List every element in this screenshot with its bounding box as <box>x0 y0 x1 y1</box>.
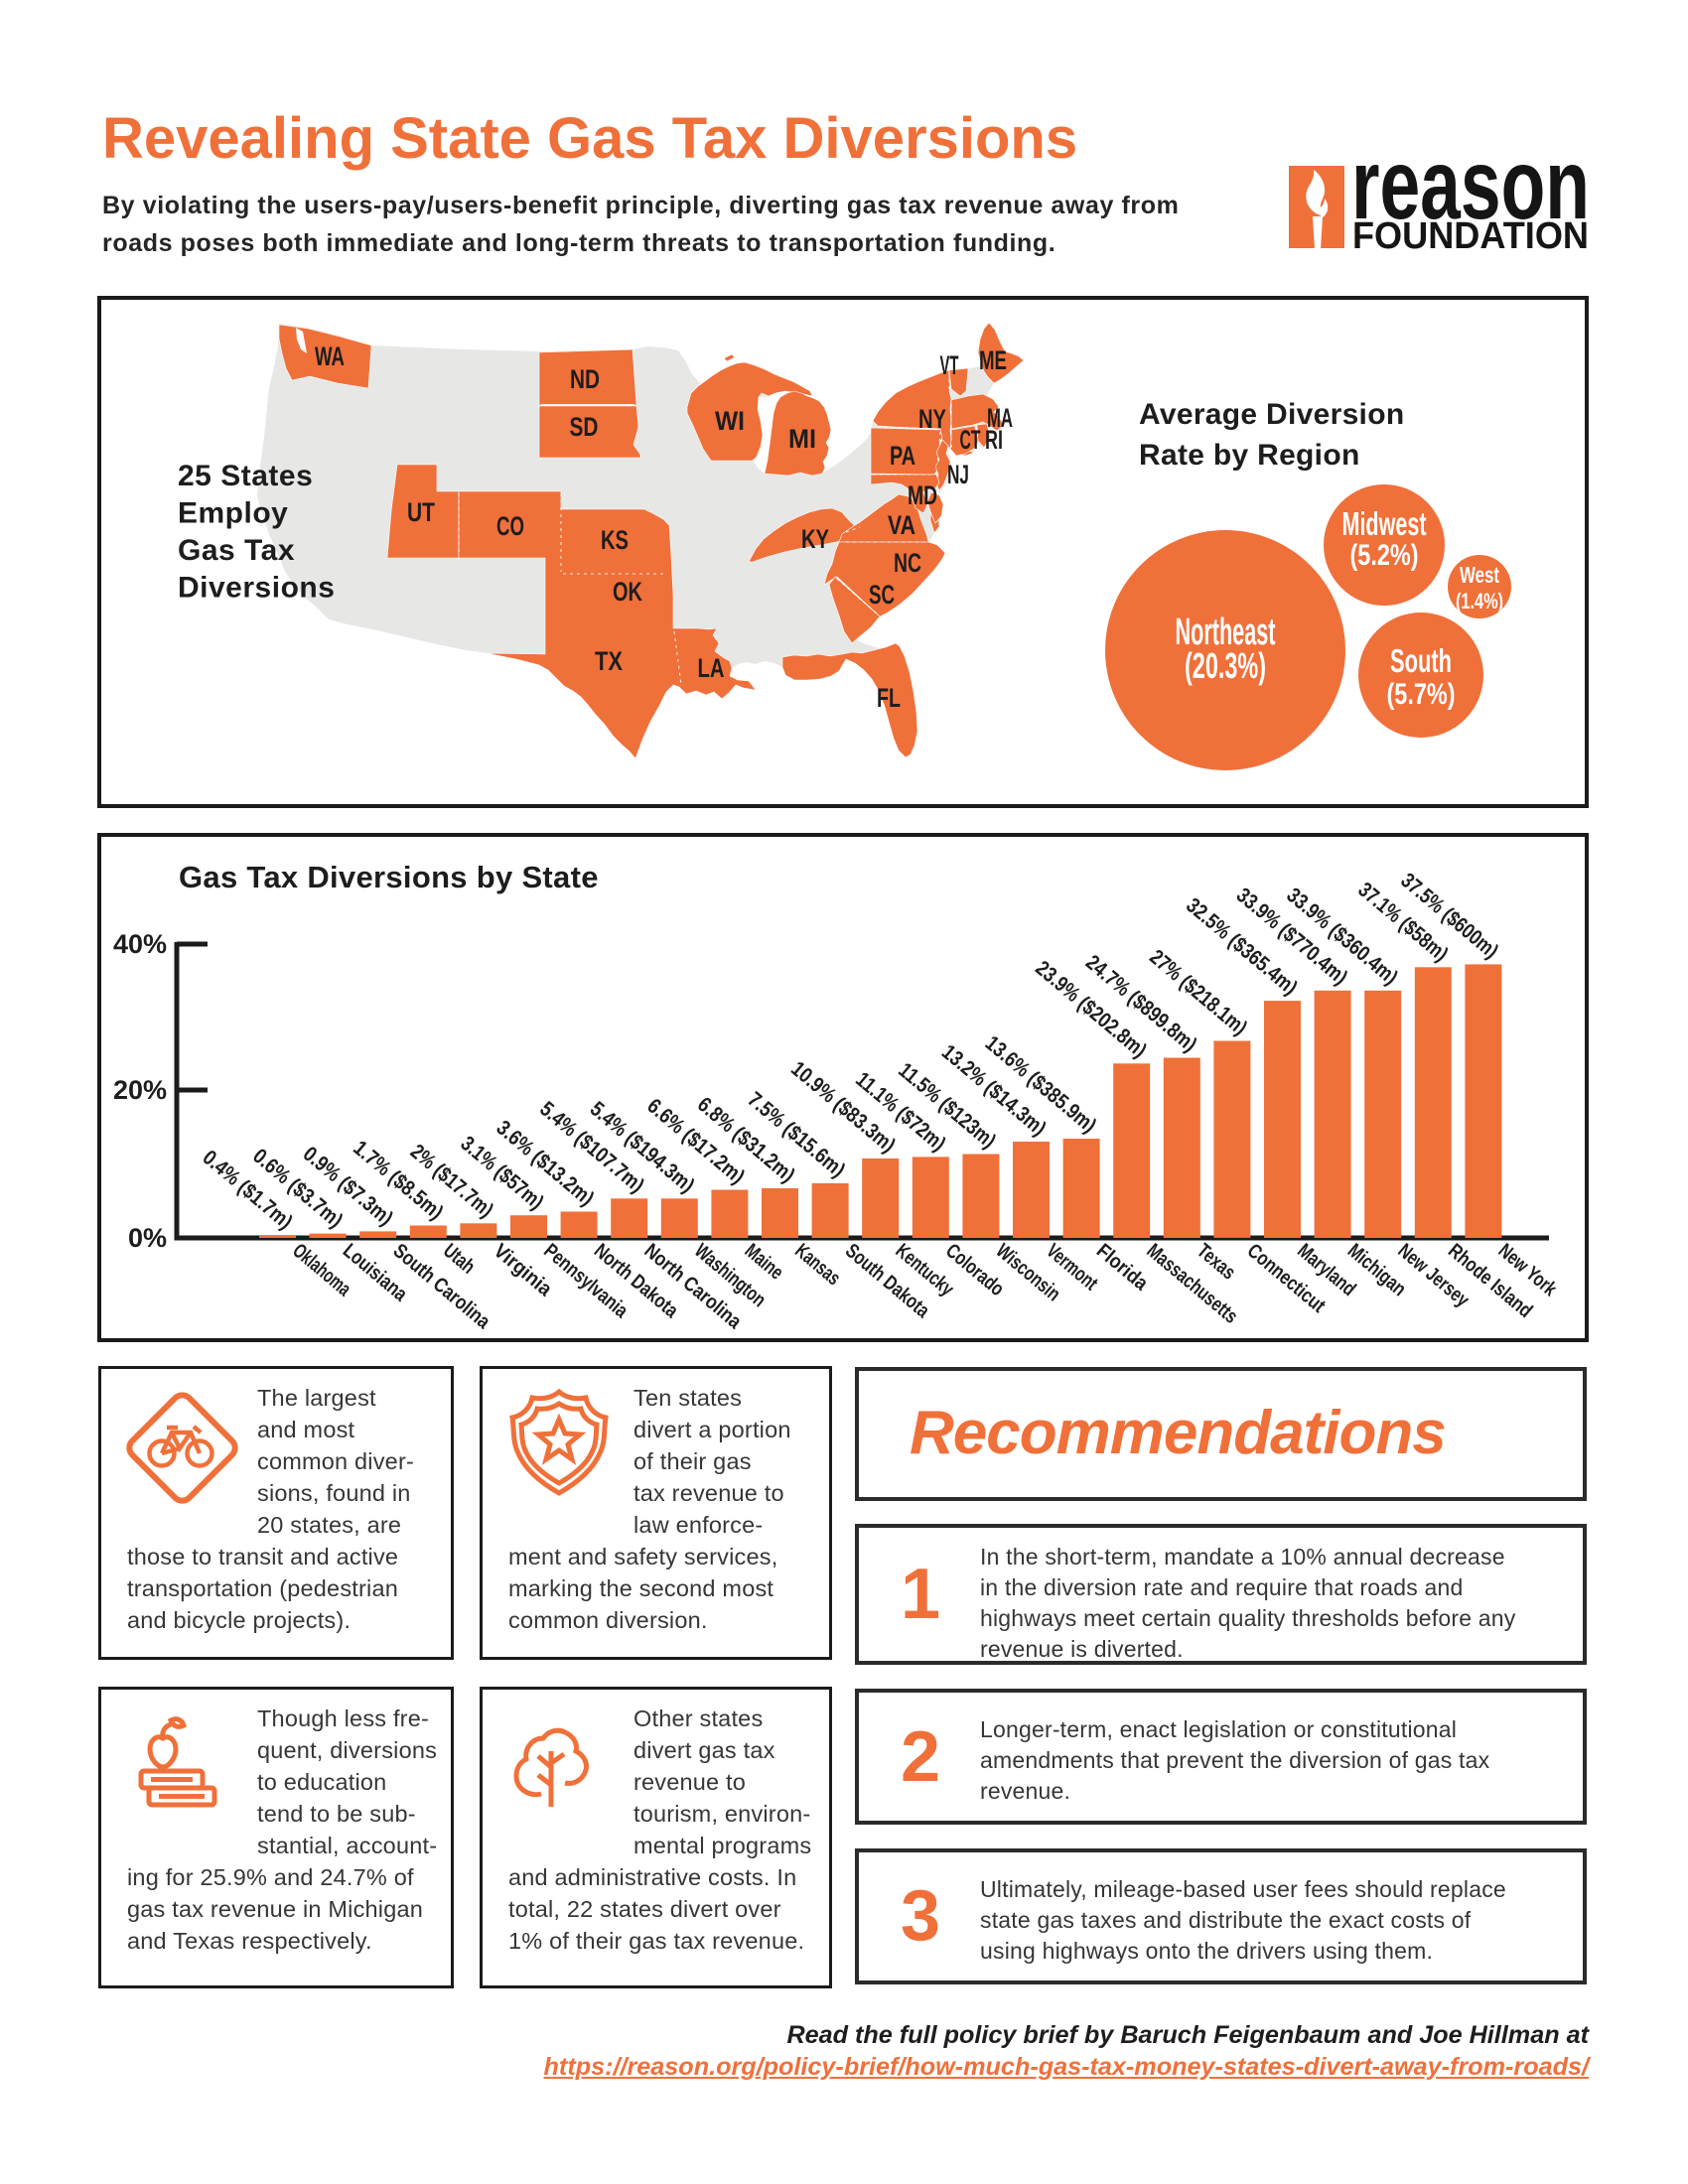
svg-text:Kansas: Kansas <box>790 1239 845 1290</box>
svg-text:OK: OK <box>613 577 642 607</box>
svg-text:25 States: 25 States <box>178 460 313 492</box>
svg-text:Gas Tax Diversions by State: Gas Tax Diversions by State <box>179 860 599 894</box>
svg-text:Florida: Florida <box>1092 1239 1153 1296</box>
svg-text:0%: 0% <box>128 1223 167 1253</box>
svg-text:LA: LA <box>698 653 725 683</box>
svg-text:(20.3%): (20.3%) <box>1185 645 1266 686</box>
svg-text:CT: CT <box>960 425 981 455</box>
svg-text:VA: VA <box>888 510 915 540</box>
svg-text:Utah: Utah <box>439 1239 480 1278</box>
svg-text:CO: CO <box>496 511 524 541</box>
svg-text:Northeast: Northeast <box>1176 612 1276 653</box>
svg-text:UT: UT <box>407 497 435 527</box>
svg-text:(5.2%): (5.2%) <box>1350 539 1419 572</box>
svg-text:20%: 20% <box>113 1075 167 1105</box>
svg-text:Rate by Region: Rate by Region <box>1139 439 1360 472</box>
svg-text:RI: RI <box>985 425 1003 455</box>
svg-text:Gas Tax: Gas Tax <box>178 534 295 567</box>
svg-text:TX: TX <box>595 646 623 676</box>
svg-text:FL: FL <box>877 683 901 713</box>
svg-text:KS: KS <box>601 525 629 555</box>
svg-text:(5.7%): (5.7%) <box>1387 678 1456 711</box>
svg-text:KY: KY <box>801 524 829 554</box>
svg-text:WI: WI <box>715 406 745 436</box>
svg-text:(1.4%): (1.4%) <box>1456 589 1503 614</box>
svg-text:ND: ND <box>570 364 600 394</box>
svg-text:MD: MD <box>908 480 937 510</box>
svg-text:MI: MI <box>788 424 816 454</box>
svg-text:Average Diversion: Average Diversion <box>1139 398 1404 431</box>
svg-text:South: South <box>1390 642 1452 679</box>
svg-text:NC: NC <box>894 548 921 578</box>
svg-text:VT: VT <box>940 350 959 380</box>
svg-text:Diversions: Diversions <box>178 572 335 605</box>
svg-text:FOUNDATION: FOUNDATION <box>1352 215 1589 257</box>
svg-text:SD: SD <box>570 412 599 442</box>
svg-text:MA: MA <box>987 403 1013 433</box>
svg-text:40%: 40% <box>113 929 167 959</box>
svg-text:reason: reason <box>1351 154 1590 240</box>
svg-text:PA: PA <box>890 441 915 471</box>
svg-text:NJ: NJ <box>947 460 969 489</box>
svg-text:Employ: Employ <box>178 497 288 530</box>
svg-text:ME: ME <box>979 345 1007 375</box>
svg-text:NY: NY <box>918 404 946 434</box>
svg-text:Massachusetts: Massachusetts <box>1142 1239 1242 1328</box>
svg-text:West: West <box>1460 562 1499 588</box>
svg-text:WA: WA <box>315 341 345 371</box>
svg-text:Midwest: Midwest <box>1342 505 1427 542</box>
svg-text:SC: SC <box>869 580 895 610</box>
